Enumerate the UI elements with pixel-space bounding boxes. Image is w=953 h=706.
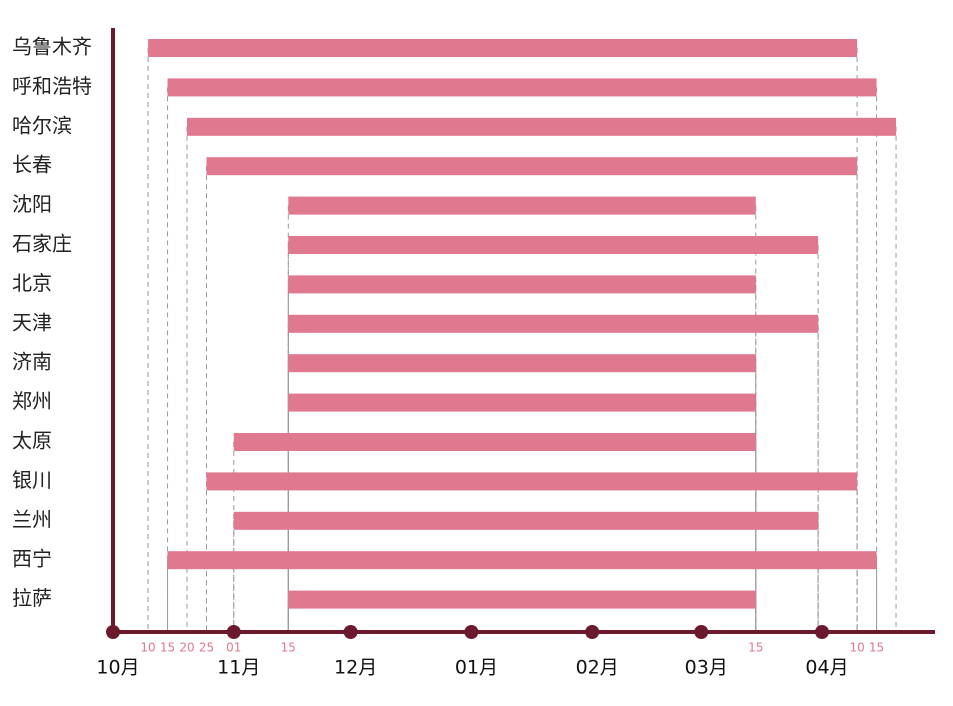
category-label: 石家庄 <box>12 232 72 256</box>
bar <box>206 472 858 491</box>
bar <box>288 314 819 333</box>
x-tick-label: 03月 <box>685 657 728 679</box>
category-label: 呼和浩特 <box>12 74 92 98</box>
tick-dot <box>106 625 120 639</box>
bar <box>288 196 756 215</box>
tick-dot <box>815 625 830 639</box>
bar <box>288 275 756 294</box>
day-tick-label: 10 <box>140 641 155 655</box>
day-tick-label: 25 <box>199 641 214 655</box>
day-tick-label: 15 <box>160 641 175 655</box>
bar <box>148 39 858 57</box>
x-tick-label: 10月 <box>96 657 139 679</box>
day-tick-label: 20 <box>179 641 194 655</box>
bar <box>288 590 756 609</box>
category-label: 太原 <box>12 429 52 453</box>
bar <box>233 433 756 451</box>
bar <box>167 78 877 97</box>
tick-dot <box>585 625 600 639</box>
day-tick-label: 15 <box>748 641 763 655</box>
tick-dot <box>226 625 241 639</box>
category-label: 兰州 <box>12 507 52 531</box>
category-label: 拉萨 <box>12 586 52 610</box>
x-tick-label: 01月 <box>455 657 498 679</box>
bar <box>206 157 858 176</box>
day-tick-label: 15 <box>281 641 296 655</box>
category-label: 北京 <box>12 271 52 295</box>
category-label: 西宁 <box>12 547 52 571</box>
day-tick-label: 15 <box>869 641 884 655</box>
x-tick-label: 12月 <box>334 657 377 679</box>
bar <box>288 236 819 254</box>
category-label: 哈尔滨 <box>12 113 72 137</box>
tick-dot <box>464 625 479 639</box>
x-tick-label: 04月 <box>805 657 848 679</box>
category-label: 济南 <box>12 350 52 374</box>
bar <box>233 511 819 530</box>
bar <box>187 117 897 136</box>
bar <box>288 393 756 412</box>
bar <box>167 551 877 570</box>
tick-dot <box>343 625 358 639</box>
x-tick-label: 02月 <box>576 657 619 679</box>
category-label: 长春 <box>12 153 52 177</box>
day-tick-label: 10 <box>849 641 864 655</box>
tick-dot <box>694 625 709 639</box>
bar <box>288 354 756 373</box>
category-label: 郑州 <box>12 389 52 413</box>
x-tick-label: 11月 <box>217 657 260 679</box>
day-tick-label: 01 <box>226 641 241 655</box>
category-label: 乌鲁木齐 <box>12 35 92 59</box>
category-label: 银川 <box>12 468 52 492</box>
category-label: 沈阳 <box>12 192 52 216</box>
category-label: 天津 <box>12 310 52 334</box>
